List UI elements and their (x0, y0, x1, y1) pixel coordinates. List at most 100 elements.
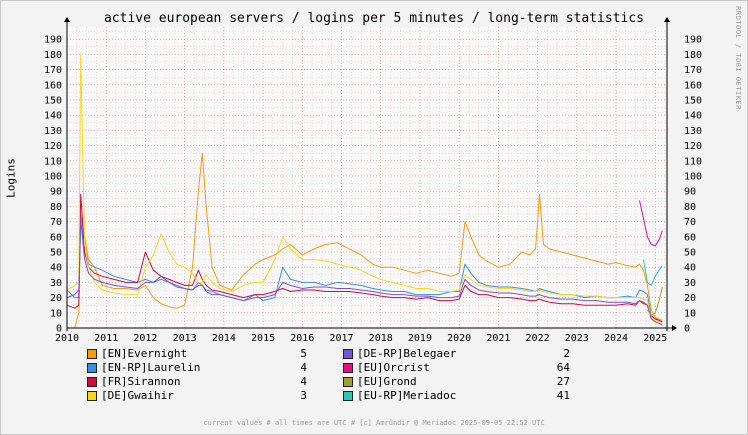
x-tick-label: 2023 (565, 333, 589, 344)
legend-swatch (87, 391, 97, 401)
series-line-eu-grond (646, 286, 663, 317)
y-tick-label-left: 180 (44, 50, 62, 61)
series-line-en-evernight (67, 152, 663, 329)
legend-item-en-evernight: [EN]Evernight 5 (87, 347, 387, 361)
y-tick-label-right: 90 (684, 187, 696, 198)
y-tick-label-right: 180 (684, 50, 702, 61)
y-axis-arrow (64, 17, 70, 22)
x-tick-label: 2017 (329, 333, 353, 344)
y-tick-label-left: 110 (44, 156, 62, 167)
y-tick-label-left: 160 (44, 80, 62, 91)
y-tick-label-right: 190 (684, 35, 702, 46)
legend-current-value: 41 (556, 389, 570, 402)
y-tick-label-left: 20 (50, 293, 62, 304)
legend-swatch (87, 349, 97, 359)
y-tick-label-right: 110 (684, 156, 702, 167)
footer-note: current values # all times are UTC # [c]… (203, 419, 545, 427)
y-tick-label-right: 120 (684, 141, 702, 152)
x-tick-label: 2013 (173, 333, 197, 344)
y-tick-label-right: 140 (684, 111, 702, 122)
legend-swatch (343, 349, 353, 359)
legend-swatch (87, 377, 97, 387)
x-tick-label: 2012 (133, 333, 157, 344)
x-tick-label: 2022 (526, 333, 550, 344)
series-line-eu-orcrist (639, 200, 663, 247)
legend-label: [DE]Gwaihir (101, 389, 174, 402)
legend-item-fr-sirannon: [FR]Sirannon 4 (87, 375, 387, 389)
y-tick-label-left: 130 (44, 126, 62, 137)
y-tick-label-right: 130 (684, 126, 702, 137)
legend-item-en-rp-laurelin: [EN-RP]Laurelin 4 (87, 361, 387, 375)
legend-current-value: 27 (556, 375, 570, 388)
legend-item-eu-orcrist: [EU]Orcrist 64 (343, 361, 643, 375)
series-line-eu-rp-meriadoc (643, 259, 663, 286)
y-tick-label-right: 30 (684, 278, 696, 289)
y-tick-label-right: 170 (684, 65, 702, 76)
y-tick-label-left: 10 (50, 308, 62, 319)
legend-label: [EU-RP]Meriadoc (357, 389, 457, 402)
x-axis-arrow (672, 325, 677, 331)
series-line-de-gwaihir (66, 53, 663, 324)
y-tick-label-right: 100 (684, 171, 702, 182)
legend-item-de-gwaihir: [DE]Gwaihir 3 (87, 389, 387, 403)
legend-current-value: 2 (563, 347, 570, 360)
x-tick-label: 2016 (290, 333, 314, 344)
y-tick-label-right: 70 (684, 217, 696, 228)
y-tick-label-right: 0 (684, 324, 690, 335)
y-tick-label-left: 90 (50, 187, 62, 198)
legend: [EN]Evernight 5 [EN-RP]Laurelin 4 [FR]Sirann… (87, 347, 687, 407)
y-tick-label-left: 190 (44, 35, 62, 46)
legend-label: [EN]Evernight (101, 347, 188, 360)
legend-swatch (343, 363, 353, 373)
series-line-fr-sirannon (66, 193, 663, 323)
y-tick-label-left: 120 (44, 141, 62, 152)
legend-current-value: 5 (300, 347, 307, 360)
legend-label: [DE-RP]Belegaer (357, 347, 457, 360)
y-tick-label-left: 50 (50, 247, 62, 258)
y-tick-label-right: 160 (684, 80, 702, 91)
y-tick-label-right: 50 (684, 247, 696, 258)
y-tick-label-left: 140 (44, 111, 62, 122)
y-tick-label-right: 80 (684, 202, 696, 213)
x-tick-label: 2018 (369, 333, 393, 344)
y-tick-label-right: 10 (684, 308, 696, 319)
y-tick-label-left: 150 (44, 95, 62, 106)
legend-label: [EU]Orcrist (357, 361, 430, 374)
y-tick-label-left: 0 (56, 324, 62, 335)
x-tick-label: 2011 (94, 333, 118, 344)
legend-label: [FR]Sirannon (101, 375, 181, 388)
legend-swatch (343, 391, 353, 401)
y-tick-label-left: 40 (50, 263, 62, 274)
legend-current-value: 4 (300, 361, 307, 374)
legend-label: [EU]Grond (357, 375, 417, 388)
x-tick-label: 2019 (408, 333, 432, 344)
x-tick-label: 2014 (212, 333, 236, 344)
x-tick-label: 2024 (604, 333, 628, 344)
series-line-de-rp-belegaer (66, 218, 663, 326)
legend-current-value: 64 (556, 361, 570, 374)
y-tick-label-left: 70 (50, 217, 62, 228)
legend-item-de-rp-belegaer: [DE-RP]Belegaer 2 (343, 347, 643, 361)
y-tick-label-right: 60 (684, 232, 696, 243)
x-tick-label: 2025 (643, 333, 667, 344)
x-tick-label: 2020 (447, 333, 471, 344)
y-tick-label-left: 80 (50, 202, 62, 213)
x-tick-label: 2015 (251, 333, 275, 344)
y-tick-label-right: 40 (684, 263, 696, 274)
legend-swatch (343, 377, 353, 387)
legend-item-eu-grond: [EU]Grond 27 (343, 375, 643, 389)
y-tick-label-left: 60 (50, 232, 62, 243)
x-tick-label: 2021 (486, 333, 510, 344)
legend-current-value: 3 (300, 389, 307, 402)
y-axis-right-arrow (664, 17, 670, 22)
y-tick-label-left: 30 (50, 278, 62, 289)
y-tick-label-left: 100 (44, 171, 62, 182)
legend-swatch (87, 363, 97, 373)
chart-title: active european servers / logins per 5 m… (103, 11, 645, 26)
y-tick-label-left: 170 (44, 65, 62, 76)
x-tick-label: 2010 (55, 333, 79, 344)
legend-label: [EN-RP]Laurelin (101, 361, 201, 374)
legend-item-eu-rp-meriadoc: [EU-RP]Meriadoc 41 (343, 389, 643, 403)
legend-current-value: 4 (300, 375, 307, 388)
